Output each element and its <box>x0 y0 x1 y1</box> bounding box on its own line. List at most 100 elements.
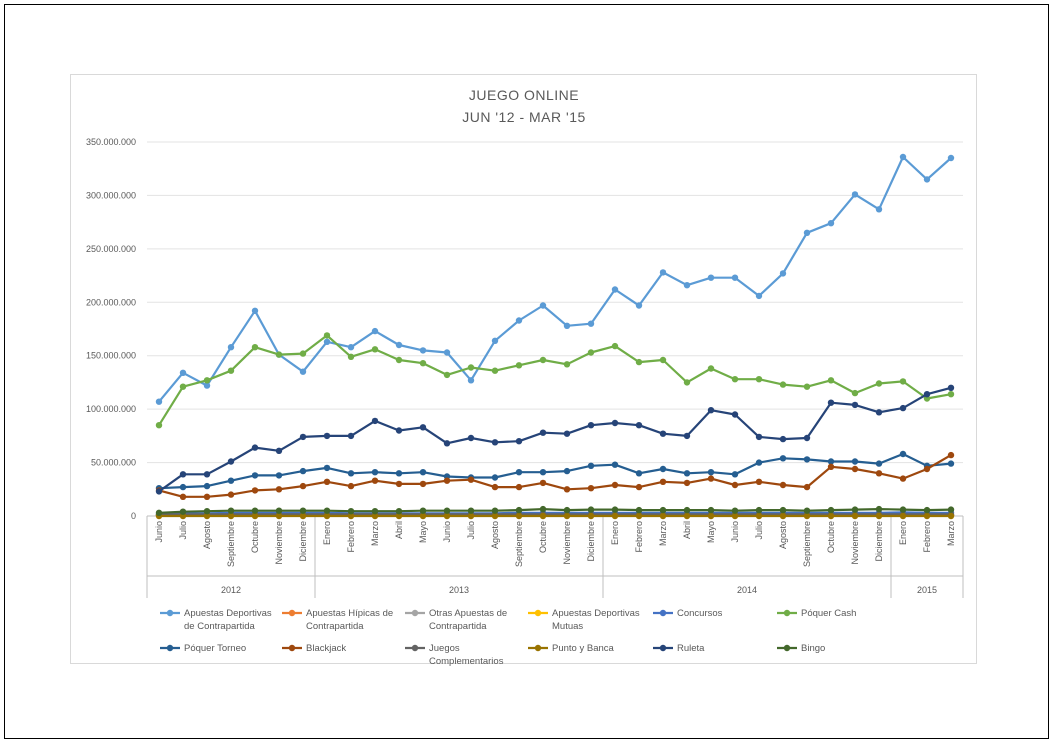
data-point <box>803 456 811 463</box>
data-point <box>515 506 523 514</box>
legend: Apuestas Deportivas de Contrapartida Apues… <box>160 608 856 667</box>
data-point <box>467 512 475 520</box>
x-tick-label: Julio <box>754 521 764 540</box>
data-point <box>635 470 643 477</box>
data-point <box>371 469 379 476</box>
x-tick-label: Junio <box>154 521 164 543</box>
legend-swatch-marker <box>659 644 667 652</box>
data-point <box>875 380 883 387</box>
series-line <box>158 508 952 514</box>
data-point <box>371 327 379 335</box>
legend-item: Juegos Complementarios <box>405 643 504 667</box>
series-line <box>158 386 952 493</box>
data-point <box>947 460 955 467</box>
data-point <box>611 512 619 520</box>
data-point <box>803 434 811 442</box>
data-point <box>563 512 571 520</box>
series-line <box>158 155 952 403</box>
data-point <box>491 367 499 374</box>
data-point <box>875 409 883 416</box>
data-point <box>419 507 427 514</box>
legend-item: Apuestas Deportivas Mutuas <box>528 608 640 632</box>
data-point <box>947 391 955 398</box>
y-tick-label: 150.000.000 <box>86 351 136 361</box>
x-tick-label: Septiembre <box>514 521 524 567</box>
x-tick-label: Diciembre <box>298 521 308 562</box>
data-point <box>635 302 643 309</box>
data-point <box>227 507 235 514</box>
data-point <box>659 506 667 514</box>
data-point <box>851 389 859 397</box>
data-point <box>563 467 571 475</box>
x-tick-label: Octubre <box>250 521 260 553</box>
data-point <box>203 377 211 384</box>
x-tick-label: Junio <box>442 521 452 543</box>
x-group-label: 2012 <box>221 585 241 595</box>
data-point <box>491 512 499 520</box>
data-point <box>659 478 667 485</box>
legend-swatch-marker <box>783 644 791 652</box>
series-lines <box>155 153 955 520</box>
data-point <box>275 507 283 514</box>
data-point <box>491 507 499 514</box>
y-axis-ticks: 0 50.000.000 100.000.000 150.000.000 200.000… <box>86 137 136 521</box>
data-point <box>683 379 691 386</box>
data-point <box>947 154 955 162</box>
data-point <box>515 512 523 520</box>
data-point <box>251 472 259 479</box>
data-point <box>299 368 307 375</box>
data-point <box>707 407 715 414</box>
data-point <box>731 481 739 489</box>
data-point <box>611 419 619 427</box>
data-point <box>851 191 859 198</box>
data-point <box>659 269 667 276</box>
data-point <box>179 369 187 376</box>
data-point <box>491 439 499 446</box>
data-point <box>227 491 235 498</box>
legend-label: Punto y Banca <box>552 643 615 654</box>
x-tick-label: Marzo <box>946 521 956 546</box>
x-group-label: 2013 <box>449 585 469 595</box>
legend-label: Blackjack <box>306 643 346 654</box>
data-point <box>323 332 331 339</box>
data-point <box>827 458 835 465</box>
data-point <box>227 344 235 351</box>
legend-label: Bingo <box>801 643 825 654</box>
x-group-label: 2015 <box>917 585 937 595</box>
data-point <box>515 438 523 445</box>
data-point <box>659 512 667 520</box>
data-point <box>683 470 691 477</box>
data-point <box>203 493 211 500</box>
data-point <box>227 477 235 484</box>
data-point <box>731 274 739 281</box>
data-point <box>899 512 907 520</box>
data-point <box>779 481 787 489</box>
data-point <box>731 507 739 514</box>
legend-label: Ruleta <box>677 643 705 654</box>
data-point <box>875 505 883 513</box>
data-point <box>923 512 931 520</box>
data-point <box>659 430 667 437</box>
data-point <box>563 486 571 493</box>
data-point <box>419 424 427 431</box>
data-point <box>683 479 691 487</box>
data-point <box>779 512 787 520</box>
series-bingo <box>155 505 955 516</box>
data-point <box>779 270 787 277</box>
data-point <box>251 344 259 351</box>
data-point <box>155 509 163 516</box>
legend-swatch-marker <box>783 609 791 617</box>
data-point <box>731 411 739 418</box>
data-point <box>851 506 859 513</box>
data-point <box>395 341 403 349</box>
data-point <box>899 475 907 482</box>
data-point <box>611 481 619 489</box>
data-point <box>395 470 403 477</box>
data-point <box>227 367 235 374</box>
data-point <box>539 512 547 520</box>
data-point <box>803 383 811 390</box>
data-point <box>419 469 427 476</box>
x-tick-label: Septiembre <box>802 521 812 567</box>
data-point <box>515 362 523 369</box>
